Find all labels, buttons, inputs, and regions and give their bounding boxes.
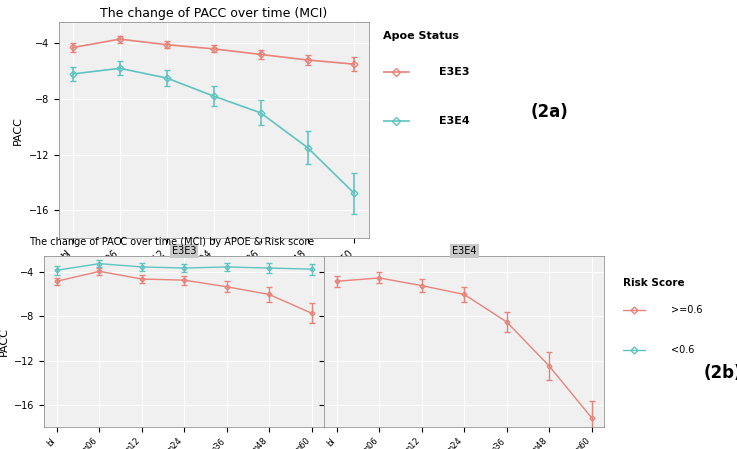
Text: Risk Score: Risk Score	[623, 278, 685, 288]
Text: (2b): (2b)	[704, 364, 737, 382]
Title: E3E4: E3E4	[452, 246, 477, 256]
Text: (2a): (2a)	[531, 103, 568, 121]
X-axis label: Month: Month	[196, 276, 231, 286]
Y-axis label: PACC: PACC	[0, 327, 8, 356]
Y-axis label: PACC: PACC	[13, 116, 23, 145]
Text: The change of PACC over time (MCI) by APOE & Risk score: The change of PACC over time (MCI) by AP…	[29, 237, 315, 247]
Text: E3E4: E3E4	[439, 116, 469, 126]
Text: >=0.6: >=0.6	[671, 305, 702, 315]
Text: E3E3: E3E3	[439, 67, 469, 77]
Text: <0.6: <0.6	[671, 345, 694, 355]
Title: E3E3: E3E3	[172, 246, 197, 256]
Text: Apoe Status: Apoe Status	[383, 31, 459, 41]
Title: The change of PACC over time (MCI): The change of PACC over time (MCI)	[100, 7, 327, 20]
